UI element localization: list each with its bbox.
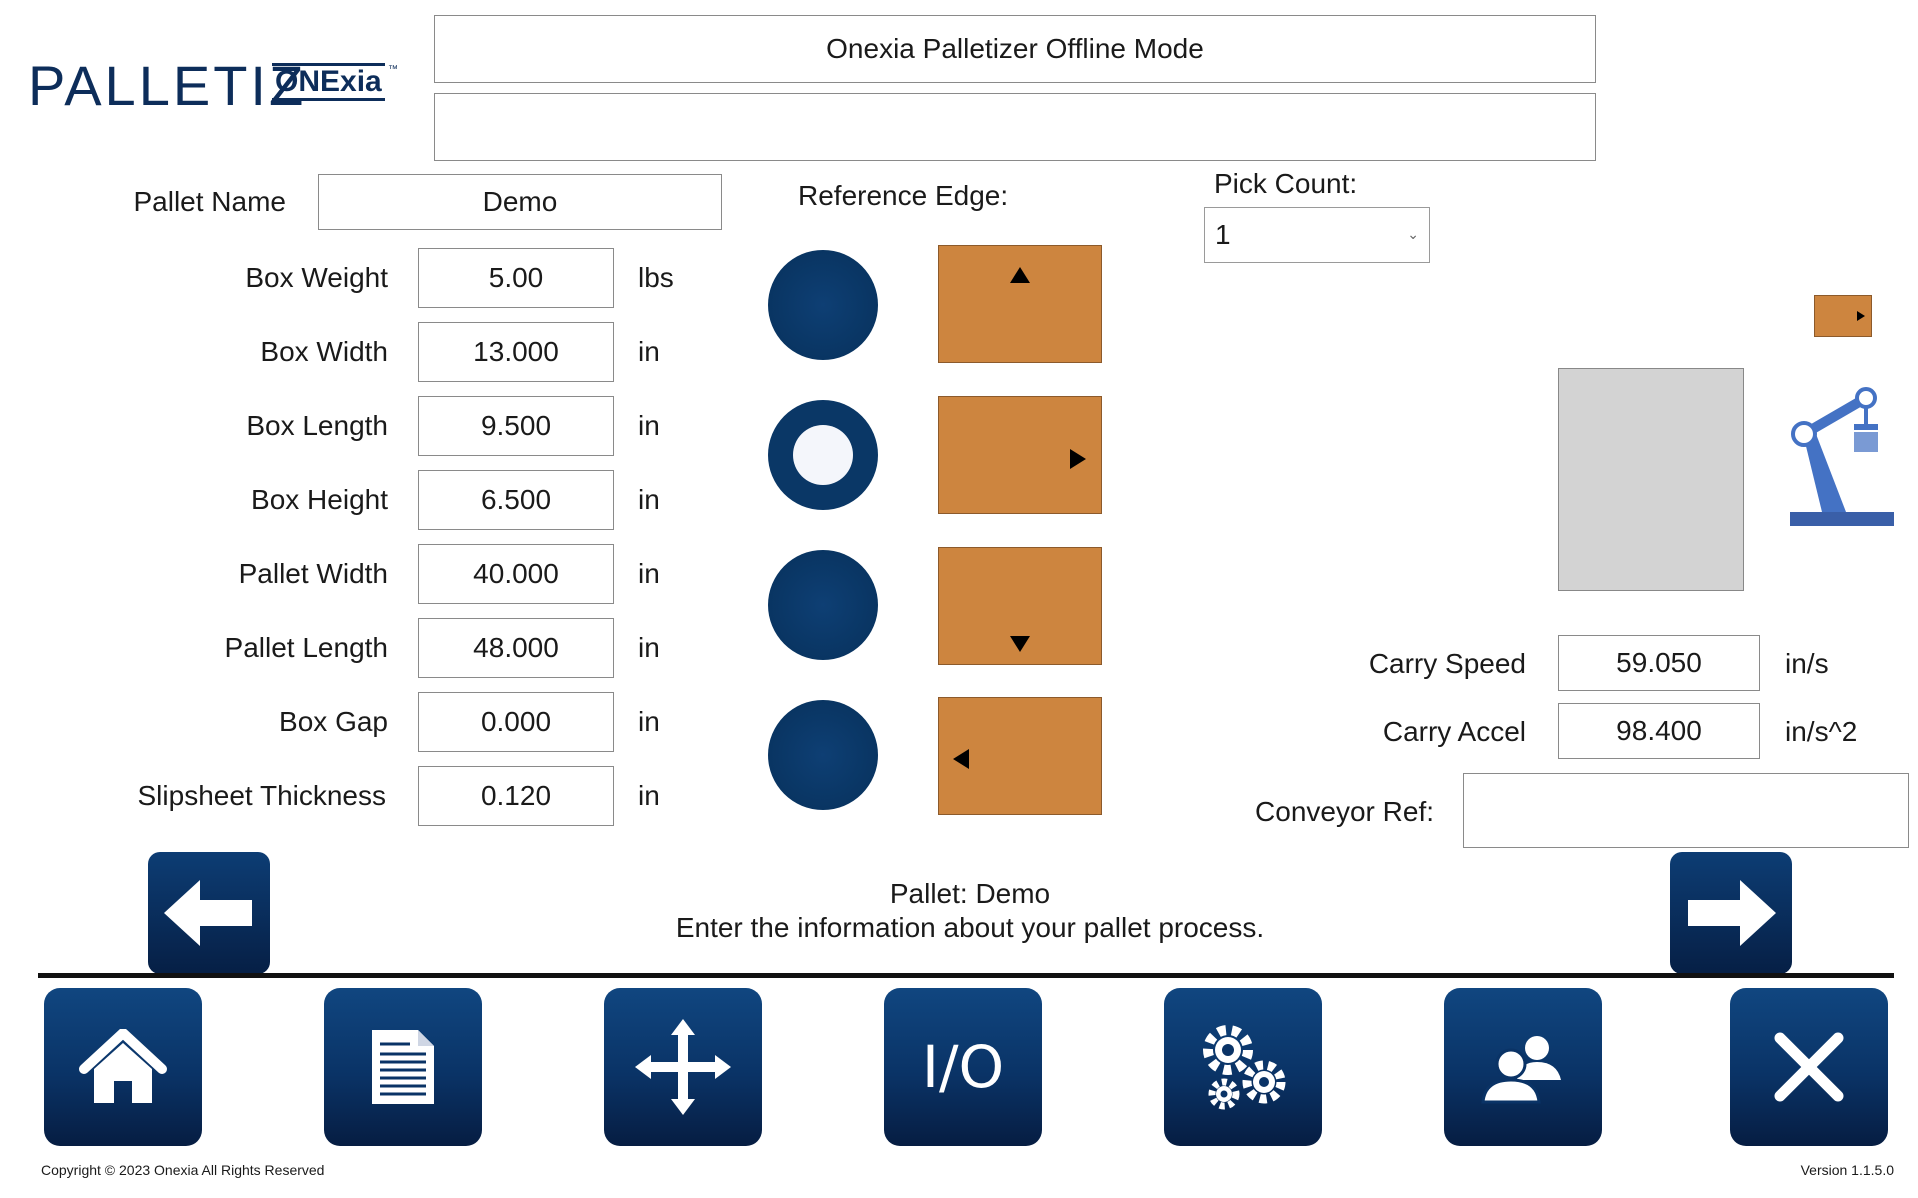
back-arrow-icon	[164, 880, 252, 946]
carry-speed-label: Carry Speed	[1368, 648, 1526, 679]
users-button[interactable]	[1444, 988, 1602, 1146]
forward-arrow-icon	[1688, 880, 1776, 946]
pallet-width-unit: in	[638, 558, 660, 589]
pallet-name-input[interactable]: Demo	[318, 174, 722, 230]
copyright-text: Copyright © 2023 Onexia All Rights Reser…	[41, 1162, 325, 1178]
recipe-button[interactable]	[324, 988, 482, 1146]
brand-logo-sub: ONExia	[272, 63, 385, 101]
settings-button[interactable]	[1164, 988, 1322, 1146]
edge-preview-bottom	[938, 547, 1102, 665]
arrow-right-icon	[1070, 449, 1086, 469]
pallet-length-unit: in	[638, 632, 660, 663]
conveyor-ref-label: Conveyor Ref:	[1255, 796, 1434, 827]
reference-edge-radio-right[interactable]	[768, 400, 878, 510]
box-width-input[interactable]: 13.000	[418, 322, 614, 382]
box-weight-value: 5.00	[488, 262, 544, 293]
next-button[interactable]	[1670, 852, 1792, 974]
pallet-width-value: 40.000	[473, 558, 559, 589]
box-width-unit: in	[638, 336, 660, 367]
status-line-1: Pallet: Demo	[889, 878, 1051, 909]
arrow-up-icon	[1010, 267, 1030, 283]
carry-accel-input[interactable]: 98.400	[1558, 703, 1760, 759]
box-weight-unit: lbs	[638, 262, 674, 293]
box-height-unit: in	[638, 484, 660, 515]
pallet-width-input[interactable]: 40.000	[418, 544, 614, 604]
close-icon	[1774, 1032, 1844, 1102]
pick-count-select[interactable]: 1 ⌄	[1204, 207, 1430, 263]
document-icon	[372, 1030, 434, 1104]
arrow-left-icon	[953, 749, 969, 769]
version-text: Version 1.1.5.0	[1800, 1162, 1894, 1178]
box-height-value: 6.500	[480, 484, 552, 515]
pick-count-label: Pick Count:	[1214, 168, 1358, 199]
box-height-input[interactable]: 6.500	[418, 470, 614, 530]
home-icon	[79, 1029, 167, 1103]
exit-button[interactable]	[1730, 988, 1888, 1146]
app-logo: PALLETIZ	[28, 54, 307, 117]
box-length-unit: in	[638, 410, 660, 441]
page-title: Onexia Palletizer Offline Mode	[826, 33, 1204, 64]
back-button[interactable]	[148, 852, 270, 974]
box-gap-input[interactable]: 0.000	[418, 692, 614, 752]
box-height-label: Box Height	[251, 484, 388, 515]
io-button[interactable]: I/O	[884, 988, 1042, 1146]
box-gap-unit: in	[638, 706, 660, 737]
home-button[interactable]	[44, 988, 202, 1146]
conveyor-ref-input[interactable]	[1463, 773, 1909, 848]
pallet-width-label: Pallet Width	[238, 558, 388, 589]
robot-arm-icon	[1790, 387, 1894, 526]
pallet-length-input[interactable]: 48.000	[418, 618, 614, 678]
status-line-2: Enter the information about your pallet …	[675, 912, 1265, 943]
reference-edge-label: Reference Edge:	[798, 180, 1009, 211]
arrow-right-small-icon	[1857, 311, 1865, 321]
reference-edge-radio-top[interactable]	[768, 250, 878, 360]
carry-speed-value: 59.050	[1616, 647, 1702, 678]
move-icon	[635, 1019, 731, 1115]
arrow-down-icon	[1010, 636, 1030, 652]
pallet-length-label: Pallet Length	[224, 632, 388, 663]
reference-edge-radio-bottom[interactable]	[768, 550, 878, 660]
box-length-input[interactable]: 9.500	[418, 396, 614, 456]
box-width-label: Box Width	[260, 336, 388, 367]
box-width-value: 13.000	[473, 336, 559, 367]
slipsheet-thickness-unit: in	[638, 780, 660, 811]
divider	[38, 973, 1894, 978]
carry-accel-label: Carry Accel	[1382, 716, 1526, 747]
box-gap-label: Box Gap	[279, 706, 388, 737]
carry-accel-value: 98.400	[1616, 715, 1702, 746]
box-weight-label: Box Weight	[245, 262, 388, 293]
box-length-label: Box Length	[246, 410, 388, 441]
slipsheet-thickness-value: 0.120	[480, 780, 552, 811]
box-gap-value: 0.000	[480, 706, 552, 737]
pallet-name-value: Demo	[482, 186, 558, 217]
users-icon	[1481, 1036, 1561, 1104]
pallet-length-value: 48.000	[473, 632, 559, 663]
box-preview	[1814, 295, 1872, 337]
trademark: ™	[388, 64, 398, 75]
slipsheet-thickness-label: Slipsheet Thickness	[137, 780, 387, 811]
pick-count-value: 1	[1215, 219, 1231, 250]
gears-icon	[1203, 1025, 1286, 1110]
io-icon: I/O	[921, 1033, 1005, 1101]
pallet-preview	[1558, 368, 1744, 591]
chevron-down-icon: ⌄	[1407, 226, 1419, 242]
edge-preview-left	[938, 697, 1102, 815]
box-length-value: 9.500	[480, 410, 552, 441]
box-weight-input[interactable]: 5.00	[418, 248, 614, 308]
title-banner: Onexia Palletizer Offline Mode	[434, 15, 1596, 83]
slipsheet-thickness-input[interactable]: 0.120	[418, 766, 614, 826]
pallet-name-label: Pallet Name	[133, 186, 286, 217]
carry-accel-unit: in/s^2	[1785, 716, 1858, 747]
status-message: Pallet: Demo Enter the information about…	[570, 877, 1370, 945]
carry-speed-input[interactable]: 59.050	[1558, 635, 1760, 691]
jog-button[interactable]	[604, 988, 762, 1146]
reference-edge-radio-left[interactable]	[768, 700, 878, 810]
edge-preview-right	[938, 396, 1102, 514]
message-banner	[434, 93, 1596, 161]
edge-preview-top	[938, 245, 1102, 363]
radio-selected-dot	[793, 425, 853, 485]
carry-speed-unit: in/s	[1785, 648, 1829, 679]
